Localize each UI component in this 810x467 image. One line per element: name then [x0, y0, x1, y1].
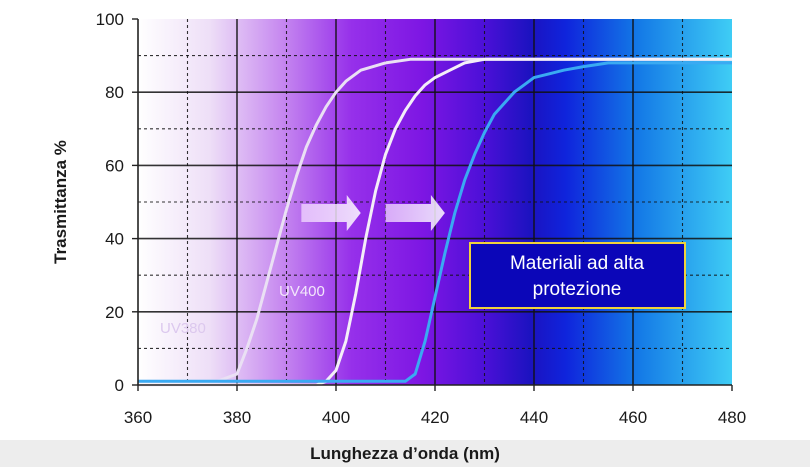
shift-arrow-2	[385, 194, 445, 231]
y-tick-label: 20	[105, 303, 124, 322]
series-curves	[138, 57, 732, 387]
series-line-uv400	[138, 57, 732, 387]
shift-arrow-1	[301, 194, 361, 231]
x-tick-label: 380	[223, 408, 251, 427]
protection-box-frame	[469, 242, 686, 309]
protection-box: Materiali ad alta protezione	[469, 242, 686, 309]
y-tick-label: 0	[115, 376, 124, 395]
uv380-label: UV380	[160, 320, 206, 337]
y-tick-label: 40	[105, 230, 124, 249]
uv400-label: UV400	[279, 283, 325, 300]
x-tick-label: 360	[124, 408, 152, 427]
y-tick-label: 100	[96, 10, 124, 29]
protection-box-line2: protezione	[533, 279, 622, 300]
x-tick-label: 420	[421, 408, 449, 427]
series-line-high-protection	[138, 61, 732, 383]
x-tick-label: 400	[322, 408, 350, 427]
protection-box-line1: Materiali ad alta	[510, 253, 645, 274]
shift-arrows	[301, 194, 445, 231]
x-axis-title: Lunghezza d’onda (nm)	[310, 444, 500, 463]
y-tick-label: 80	[105, 83, 124, 102]
x-tick-label: 440	[520, 408, 548, 427]
x-tick-label: 480	[718, 408, 746, 427]
axes: 360 380 400 420 440 460 480 0 20 40 60 80 100	[96, 10, 747, 427]
grid	[138, 19, 732, 385]
footer-band	[0, 440, 810, 467]
y-axis-title: Trasmittanza %	[51, 140, 70, 264]
y-tick-label: 60	[105, 156, 124, 175]
x-tick-label: 460	[619, 408, 647, 427]
